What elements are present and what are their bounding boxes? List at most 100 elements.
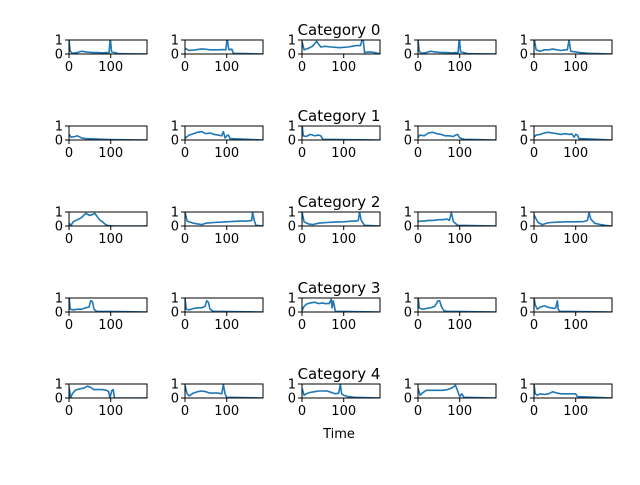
series-line (534, 384, 612, 398)
x-tick-label: 0 (65, 318, 73, 333)
x-tick-label: 100 (98, 60, 123, 75)
y-tick-label: 1 (520, 378, 528, 393)
series-line (69, 298, 147, 312)
panel-frame (184, 39, 264, 55)
panel-frame (68, 39, 148, 55)
y-tick-label: 1 (288, 120, 296, 135)
series-line (185, 298, 263, 312)
x-tick-label: 100 (214, 318, 239, 333)
x-tick-label: 100 (331, 404, 356, 419)
y-tick-label: 1 (404, 378, 412, 393)
y-tick-label: 0 (171, 48, 179, 63)
x-tick-label: 0 (298, 60, 306, 75)
x-tick-label: 0 (530, 232, 538, 247)
y-tick-label: 0 (520, 134, 528, 149)
y-tick-label: 0 (288, 220, 296, 235)
series-line (418, 131, 496, 140)
x-tick-label: 100 (331, 60, 356, 75)
x-tick-label: 100 (563, 318, 588, 333)
x-tick-label: 0 (298, 232, 306, 247)
y-tick-label: 1 (288, 34, 296, 49)
x-tick-label: 100 (331, 146, 356, 161)
y-tick-label: 1 (520, 34, 528, 49)
panel-frame (533, 211, 613, 227)
category-title: Category 4 (298, 365, 381, 383)
y-tick-label: 0 (288, 306, 296, 321)
x-tick-label: 0 (65, 404, 73, 419)
panel-frame (301, 39, 381, 55)
panel-frame (184, 383, 264, 399)
x-tick-label: 100 (447, 404, 472, 419)
y-tick-label: 1 (55, 292, 63, 307)
series-line (69, 385, 147, 398)
x-tick-label: 0 (298, 404, 306, 419)
x-tick-label: 100 (214, 232, 239, 247)
x-tick-label: 0 (530, 146, 538, 161)
panel-frame (417, 211, 497, 227)
x-tick-label: 100 (563, 60, 588, 75)
x-axis-label: Time (322, 427, 355, 442)
y-tick-label: 0 (404, 306, 412, 321)
y-tick-label: 1 (404, 120, 412, 135)
series-line (302, 384, 380, 398)
series-line (302, 212, 380, 226)
panel-frame (184, 211, 264, 227)
y-tick-label: 0 (288, 392, 296, 407)
y-tick-label: 0 (404, 134, 412, 149)
y-tick-label: 0 (404, 392, 412, 407)
series-line (185, 130, 263, 140)
x-tick-label: 0 (414, 404, 422, 419)
panel-frame (68, 211, 148, 227)
x-tick-label: 100 (331, 232, 356, 247)
y-tick-label: 1 (55, 34, 63, 49)
series-line (418, 212, 496, 226)
x-tick-label: 100 (447, 146, 472, 161)
x-tick-label: 0 (65, 232, 73, 247)
x-tick-label: 0 (298, 318, 306, 333)
panel-frame (184, 125, 264, 141)
panel-frame (417, 383, 497, 399)
x-tick-label: 100 (331, 318, 356, 333)
x-tick-label: 0 (414, 60, 422, 75)
series-line (69, 40, 147, 54)
series-line (185, 40, 263, 54)
x-tick-label: 100 (214, 60, 239, 75)
y-tick-label: 1 (288, 206, 296, 221)
y-tick-label: 0 (520, 220, 528, 235)
panel-frame (417, 297, 497, 313)
series-line (418, 40, 496, 54)
y-tick-label: 1 (520, 292, 528, 307)
y-tick-label: 1 (171, 292, 179, 307)
y-tick-label: 0 (520, 392, 528, 407)
x-tick-label: 0 (181, 318, 189, 333)
panel-frame (301, 383, 381, 399)
panel-frame (68, 297, 148, 313)
y-tick-label: 1 (171, 206, 179, 221)
series-line (418, 384, 496, 398)
x-tick-label: 100 (447, 232, 472, 247)
panel-frame (301, 297, 381, 313)
series-line (302, 126, 380, 140)
y-tick-label: 1 (55, 206, 63, 221)
series-line (418, 298, 496, 312)
y-tick-label: 1 (404, 206, 412, 221)
panel-frame (533, 39, 613, 55)
panel-frame (417, 39, 497, 55)
x-tick-label: 100 (214, 146, 239, 161)
y-tick-label: 1 (171, 120, 179, 135)
y-tick-label: 1 (288, 292, 296, 307)
x-tick-label: 0 (298, 146, 306, 161)
y-tick-label: 0 (55, 134, 63, 149)
category-title: Category 1 (298, 107, 381, 125)
x-tick-label: 100 (563, 146, 588, 161)
y-tick-label: 0 (520, 48, 528, 63)
y-tick-label: 0 (171, 220, 179, 235)
panel-frame (68, 383, 148, 399)
series-line (534, 131, 612, 140)
category-title: Category 3 (298, 279, 381, 297)
y-tick-label: 0 (55, 306, 63, 321)
x-tick-label: 0 (530, 404, 538, 419)
